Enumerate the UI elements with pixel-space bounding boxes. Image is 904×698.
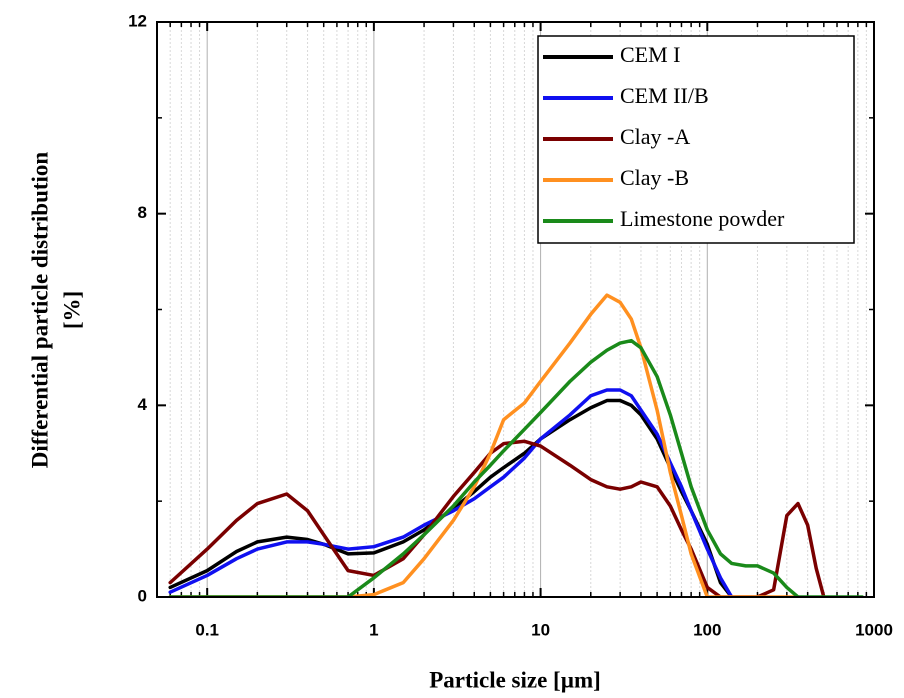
- legend-label: CEM II/B: [620, 83, 709, 108]
- legend-label: Limestone powder: [620, 206, 785, 231]
- legend-label: Clay -B: [620, 165, 689, 190]
- x-tick-label: 100: [693, 620, 721, 639]
- x-tick-label: 0.1: [195, 620, 219, 639]
- legend-label: Clay -A: [620, 124, 690, 149]
- plot-frame: [156, 21, 875, 598]
- legend-label: CEM I: [620, 42, 681, 67]
- y-tick-label: 12: [128, 11, 147, 30]
- y-tick-label: 8: [138, 203, 147, 222]
- y-tick-label: 0: [138, 586, 147, 605]
- y-tick-label: 4: [138, 395, 148, 414]
- y-axis-label: [%]: [59, 291, 84, 329]
- series-line: [168, 388, 734, 597]
- x-tick-label: 1000: [855, 620, 893, 639]
- x-tick-label: 10: [531, 620, 550, 639]
- series-line: [168, 293, 800, 597]
- series-line: [168, 398, 734, 597]
- x-tick-label: 1: [369, 620, 378, 639]
- y-axis-label: Differential particle distribution: [27, 152, 52, 469]
- series-line: [168, 439, 826, 597]
- x-axis-label: Particle size [µm]: [429, 667, 601, 692]
- series-line: [168, 338, 864, 597]
